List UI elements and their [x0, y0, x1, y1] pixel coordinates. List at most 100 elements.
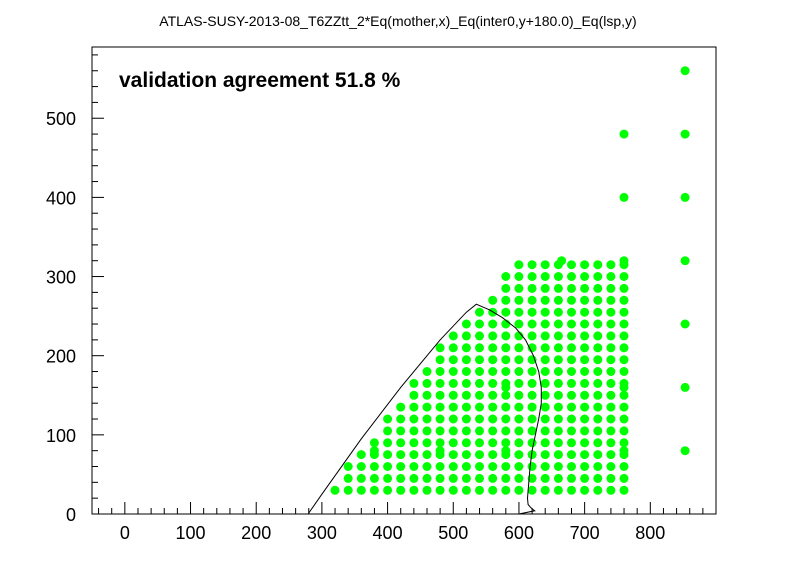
- data-point: [680, 66, 690, 76]
- data-point: [606, 485, 616, 495]
- data-point: [435, 355, 445, 365]
- data-point: [567, 260, 576, 270]
- data-point: [514, 355, 524, 365]
- data-point: [448, 462, 458, 471]
- plot-frame: [91, 46, 717, 515]
- data-point: [593, 272, 603, 281]
- data-point: [680, 319, 690, 329]
- data-point: [435, 462, 445, 471]
- data-point: [527, 343, 537, 353]
- exclusion-contour: [307, 303, 542, 515]
- data-point: [553, 367, 563, 376]
- data-point: [488, 367, 498, 376]
- data-point: [501, 473, 511, 483]
- data-point: [409, 462, 419, 471]
- y-axis: 0 100 200 300 400 500: [46, 54, 104, 525]
- data-point: [580, 462, 590, 471]
- data-point: [593, 260, 603, 270]
- data-point: [409, 402, 419, 412]
- data-point: [553, 438, 563, 448]
- data-point: [501, 355, 511, 365]
- data-point: [593, 307, 603, 317]
- data-point: [448, 473, 458, 483]
- data-point: [422, 485, 432, 495]
- data-point: [606, 414, 616, 424]
- data-point: [396, 462, 406, 471]
- data-point: [606, 473, 616, 483]
- data-point: [580, 331, 590, 341]
- data-point: [475, 378, 484, 388]
- data-point: [514, 378, 524, 388]
- validation-annotation: validation agreement 51.8 %: [119, 69, 401, 92]
- data-point: [567, 319, 576, 329]
- data-point: [527, 295, 537, 305]
- data-point: [567, 402, 576, 412]
- data-point: [619, 485, 629, 495]
- data-point: [475, 473, 484, 483]
- data-point: [540, 378, 550, 388]
- data-point: [540, 438, 550, 448]
- data-point: [488, 426, 498, 436]
- data-point: [396, 473, 406, 483]
- data-point: [619, 331, 629, 341]
- data-point: [580, 307, 590, 317]
- data-point: [540, 485, 550, 495]
- data-point: [422, 438, 432, 448]
- data-point: [369, 438, 379, 448]
- data-point: [567, 331, 576, 341]
- data-point: [606, 402, 616, 412]
- data-point: [435, 473, 445, 483]
- data-point: [435, 367, 445, 376]
- data-point: [461, 331, 471, 341]
- x-tick-label: 800: [635, 523, 665, 543]
- data-point: [527, 283, 537, 293]
- data-point: [619, 426, 629, 436]
- x-tick-label: 600: [504, 523, 534, 543]
- data-point: [501, 446, 511, 456]
- data-point: [514, 402, 524, 412]
- data-point: [514, 462, 524, 471]
- data-point: [461, 485, 471, 495]
- data-point: [527, 462, 537, 471]
- data-point: [330, 485, 340, 495]
- data-point: [540, 367, 550, 376]
- data-point: [501, 438, 511, 448]
- data-point: [567, 378, 576, 388]
- data-point: [461, 402, 471, 412]
- data-point: [580, 485, 590, 495]
- data-point: [593, 390, 603, 400]
- data-point: [540, 331, 550, 341]
- data-point: [540, 307, 550, 317]
- data-point: [619, 355, 629, 365]
- data-point: [396, 485, 406, 495]
- data-point: [356, 450, 366, 460]
- data-point: [619, 256, 629, 266]
- data-point: [580, 295, 590, 305]
- data-point: [356, 485, 366, 495]
- data-point: [422, 367, 432, 376]
- data-point: [514, 473, 524, 483]
- data-point: [606, 438, 616, 448]
- x-tick-label: 500: [438, 523, 468, 543]
- data-point: [540, 462, 550, 471]
- data-point: [527, 319, 537, 329]
- data-point: [606, 295, 616, 305]
- x-tick-label: 100: [176, 523, 206, 543]
- data-point: [680, 192, 690, 202]
- data-point: [475, 319, 484, 329]
- data-point: [553, 473, 563, 483]
- data-point: [606, 450, 616, 460]
- data-point: [383, 414, 393, 424]
- data-point: [448, 402, 458, 412]
- data-point: [435, 402, 445, 412]
- data-point: [422, 426, 432, 436]
- data-point: [514, 367, 524, 376]
- data-point: [514, 450, 524, 460]
- data-point: [593, 462, 603, 471]
- data-point: [396, 450, 406, 460]
- data-point: [383, 450, 393, 460]
- x-tick-label: 300: [307, 523, 337, 543]
- data-point: [580, 438, 590, 448]
- data-point: [580, 473, 590, 483]
- data-point: [383, 462, 393, 471]
